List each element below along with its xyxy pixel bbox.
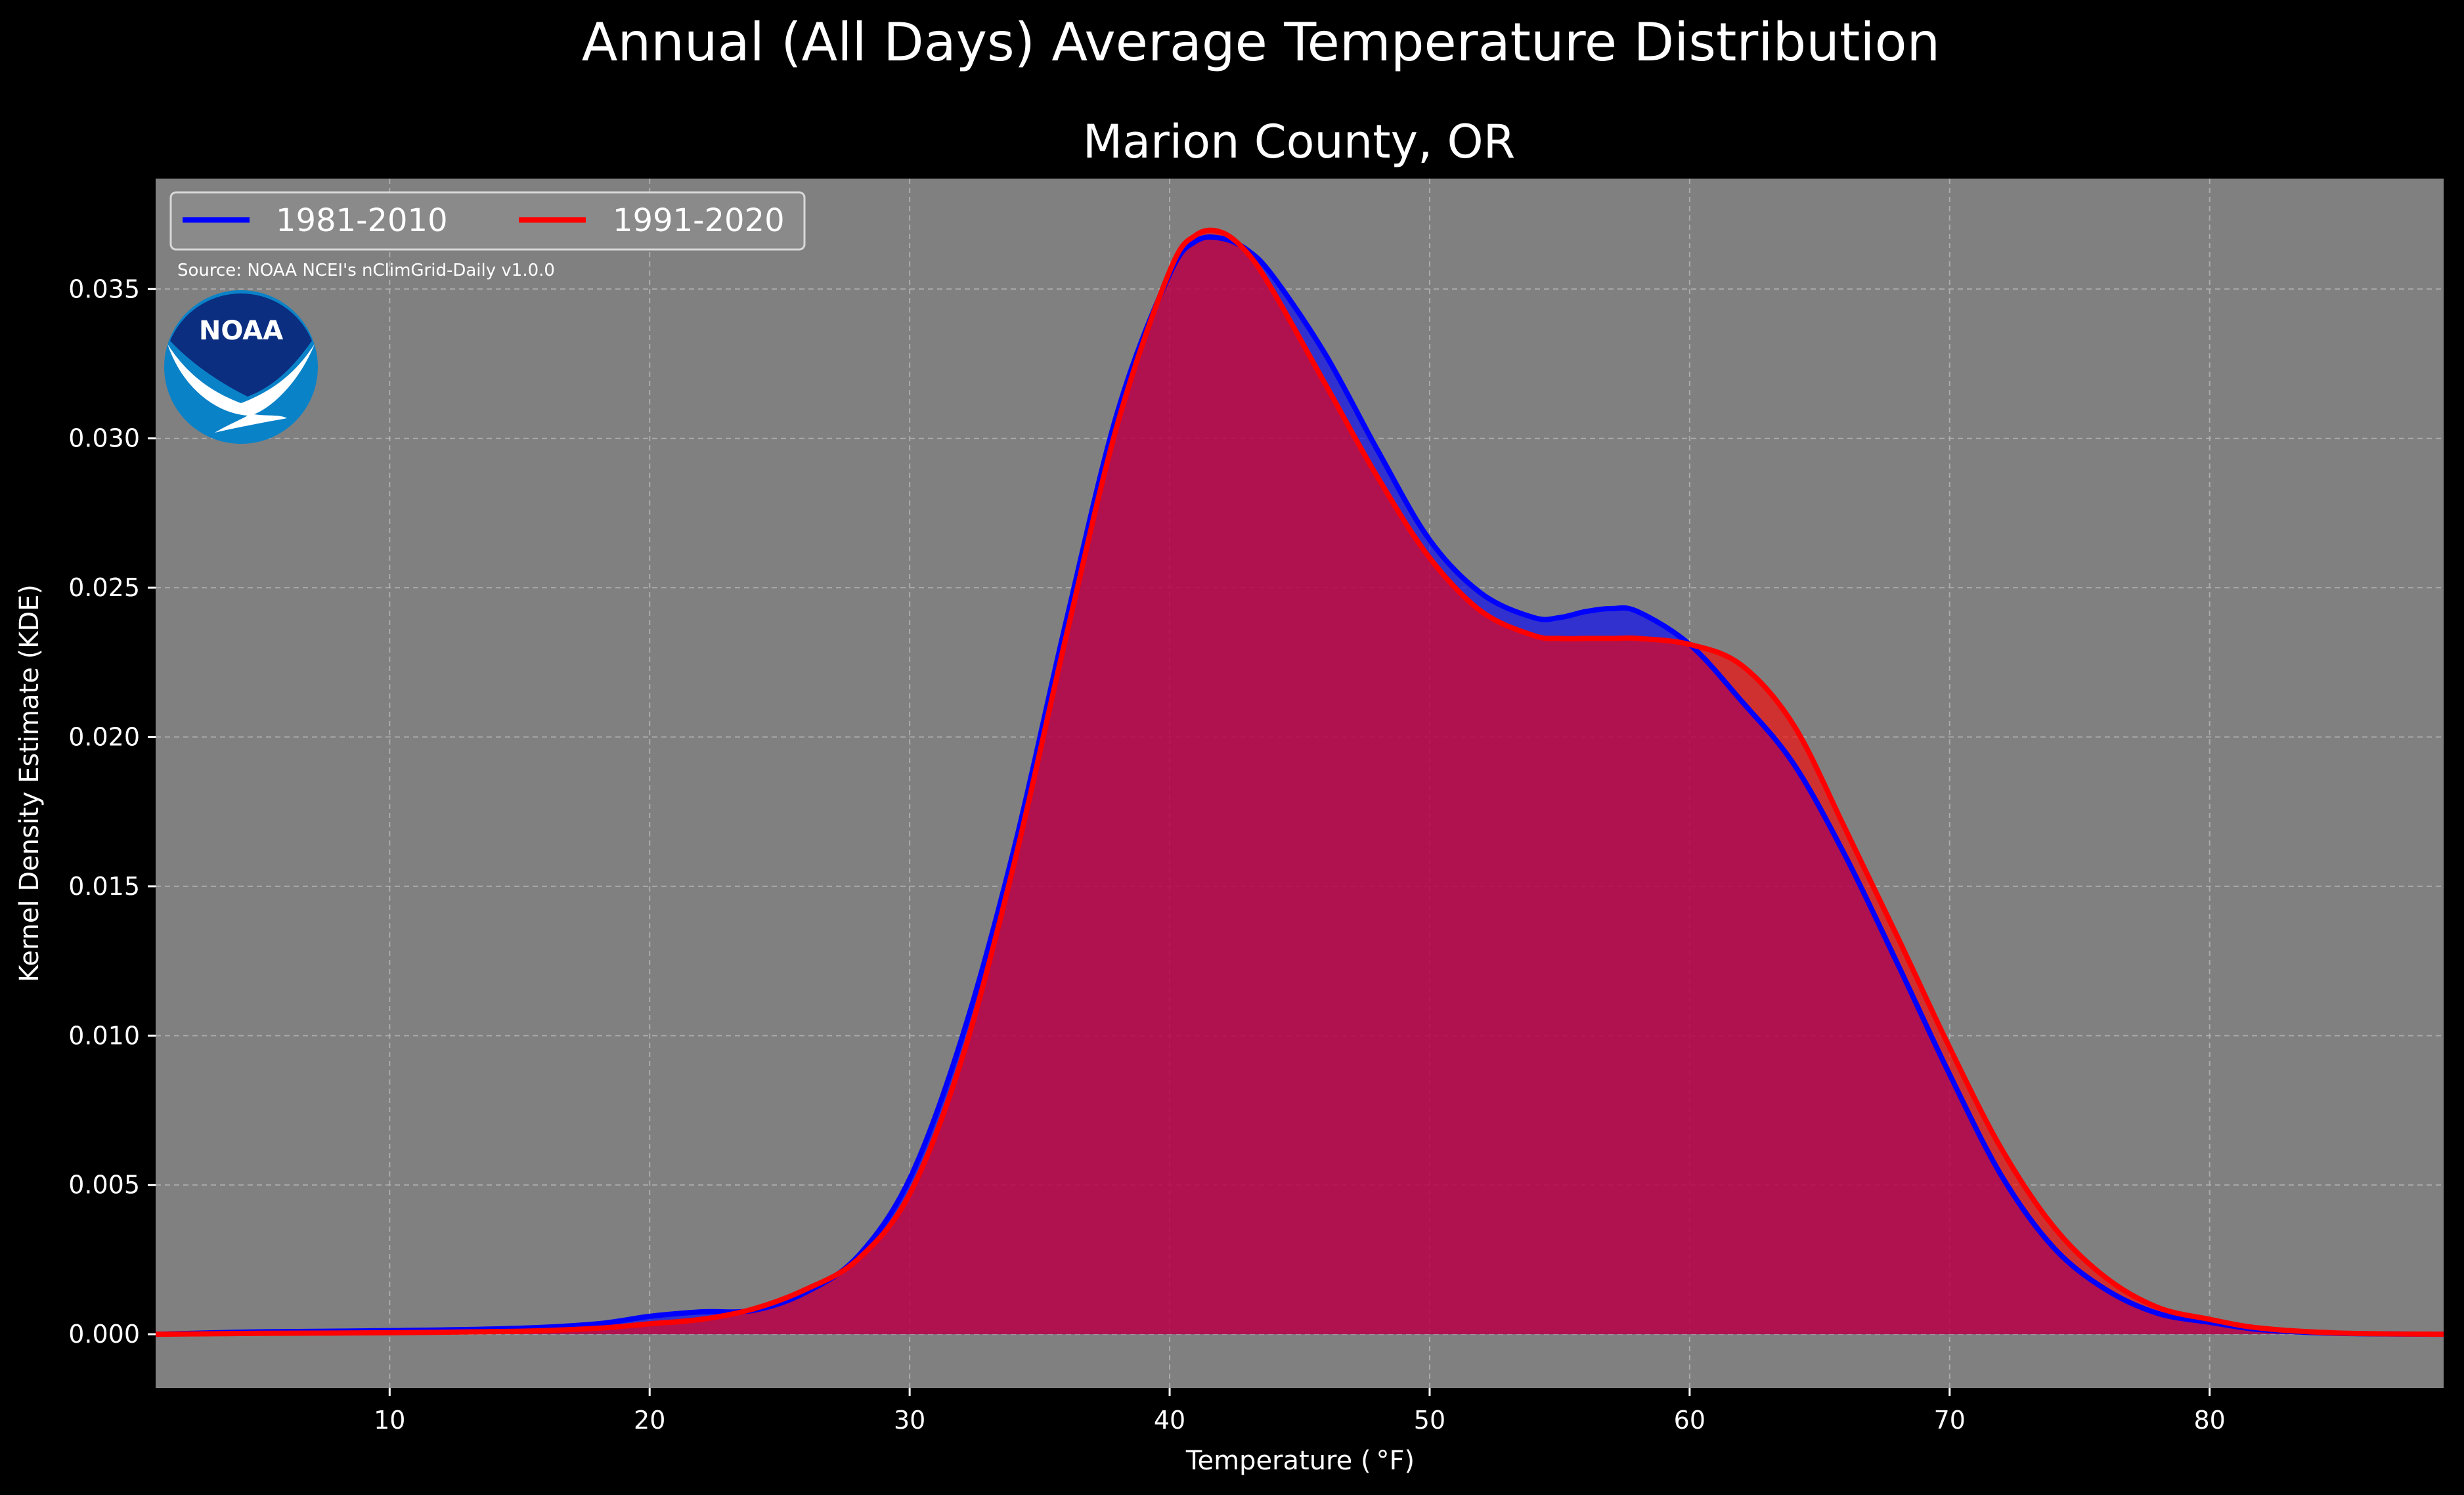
area-1991-2020: [156, 230, 2444, 1335]
line-1991-2020: [155, 227, 2444, 1337]
y-tick-label: 0.020: [68, 723, 140, 752]
x-tick-label: 20: [634, 1406, 665, 1435]
x-tick-label: 80: [2194, 1406, 2226, 1435]
y-tick-label: 0.005: [68, 1171, 140, 1200]
x-tick-label: 50: [1414, 1406, 1445, 1435]
y-tick-label: 0.000: [68, 1320, 140, 1349]
y-tick-label: 0.030: [68, 424, 140, 453]
x-tick-label: 10: [374, 1406, 405, 1435]
y-tick-label: 0.010: [68, 1021, 140, 1050]
logo-text: NOAA: [199, 316, 283, 346]
legend-box: [169, 191, 806, 251]
y-tick-label: 0.025: [68, 573, 140, 602]
x-axis-ticks: 10 20 30 40 50 60 70 80: [374, 1388, 2226, 1435]
x-axis-label: Temperature ( °F): [1185, 1446, 1415, 1476]
y-tick-label: 0.015: [68, 872, 140, 901]
x-tick-label: 40: [1154, 1406, 1185, 1435]
series-fills: [156, 230, 2444, 1335]
source-note: Source: NOAA NCEI's nClimGrid-Daily v1.0…: [177, 261, 555, 280]
legend-label-1991-2020: 1991-2020: [613, 202, 785, 239]
y-axis-label: Kernel Density Estimate (KDE): [14, 584, 45, 982]
x-tick-label: 30: [894, 1406, 925, 1435]
y-tick-label: 0.035: [68, 274, 140, 303]
chart-subtitle: Marion County, OR: [1083, 115, 1516, 169]
x-tick-label: 60: [1674, 1406, 1705, 1435]
legend: 1981-2010 1991-2020: [169, 191, 806, 251]
noaa-logo: NOAA: [164, 290, 318, 444]
series-lines: [155, 227, 2444, 1337]
legend-label-1981-2010: 1981-2010: [276, 202, 448, 239]
chart-title: Annual (All Days) Average Temperature Di…: [582, 12, 1940, 73]
x-tick-label: 70: [1934, 1406, 1966, 1435]
y-axis-ticks: 0.000 0.005 0.010 0.015 0.020 0.025 0.030 0.035: [68, 274, 156, 1349]
